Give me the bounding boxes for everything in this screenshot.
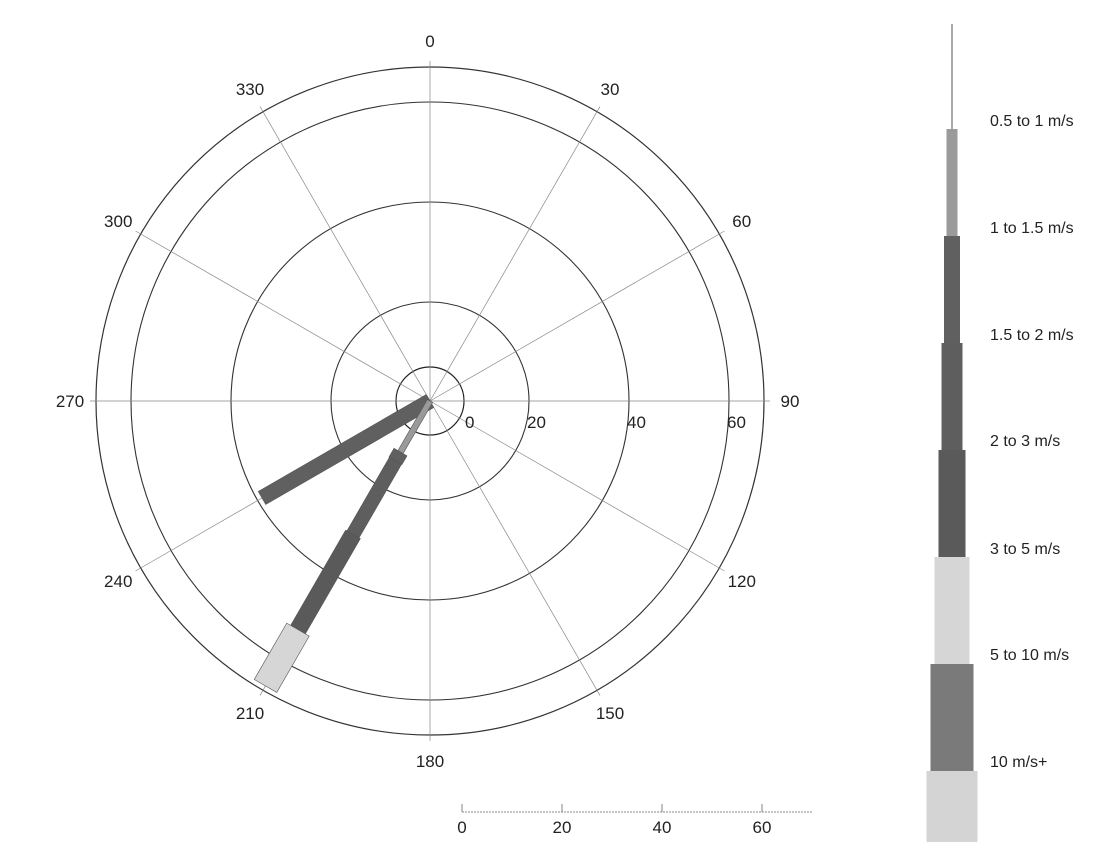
- angle-label-0: 0: [425, 32, 434, 51]
- spoke-60: [429, 230, 725, 402]
- legend-swatch-1: [944, 236, 960, 343]
- scale-bar-tick-60: 60: [753, 818, 772, 837]
- angle-label-120: 120: [728, 572, 756, 591]
- spoke-300: [135, 230, 431, 402]
- scale-bar-tick-20: 20: [553, 818, 572, 837]
- spoke-150: [429, 400, 601, 696]
- angle-label-150: 150: [596, 704, 624, 723]
- bar-segment-210-2: [346, 456, 402, 539]
- angle-label-60: 60: [732, 212, 751, 231]
- angle-label-180: 180: [416, 752, 444, 771]
- radial-tick-0: 0: [465, 413, 474, 432]
- angle-label-300: 300: [104, 212, 132, 231]
- legend: 0.5 to 1 m/s 1 to 1.5 m/s 1.5 to 2 m/s 2 to…: [926, 24, 1074, 842]
- angle-label-90: 90: [781, 392, 800, 411]
- angle-label-330: 330: [236, 80, 264, 99]
- bar-segment-240-0: [257, 394, 435, 505]
- bar-segment-210-4: [253, 622, 310, 693]
- legend-swatch-3: [938, 450, 966, 557]
- scale-bar-tick-0: 0: [457, 818, 466, 837]
- angle-label-210: 210: [236, 704, 264, 723]
- legend-label-0: 0.5 to 1 m/s: [990, 113, 1074, 130]
- legend-swatch-0: [946, 129, 958, 236]
- spoke-120: [429, 400, 725, 572]
- radial-tick-60: 60: [727, 413, 746, 432]
- angle-label-240: 240: [104, 572, 132, 591]
- legend-label-2: 1.5 to 2 m/s: [990, 327, 1074, 344]
- bar-dir-210: [253, 399, 434, 693]
- angle-label-270: 270: [56, 392, 84, 411]
- legend-label-4: 3 to 5 m/s: [990, 541, 1060, 558]
- legend-label-6: 10 m/s+: [990, 754, 1047, 771]
- angle-label-30: 30: [601, 80, 620, 99]
- legend-swatch-2: [941, 343, 963, 450]
- radial-tick-40: 40: [627, 413, 646, 432]
- bar-dir-240: [257, 394, 435, 505]
- radial-tick-20: 20: [527, 413, 546, 432]
- legend-swatch-6: [926, 771, 978, 842]
- scale-bar: 0 20 40 60: [457, 804, 812, 837]
- legend-label-3: 2 to 3 m/s: [990, 433, 1060, 450]
- legend-label-1: 1 to 1.5 m/s: [990, 220, 1074, 237]
- wind-rose-bars: [253, 394, 435, 693]
- spoke-30: [429, 106, 601, 402]
- bar-segment-210-3: [290, 529, 361, 635]
- radial-tick-labels: 0 20 40 60: [465, 413, 746, 432]
- spoke-330: [259, 106, 431, 402]
- angle-labels: 0 30 60 90 120 150 180 210 240 270 300 330: [56, 32, 800, 771]
- legend-label-5: 5 to 10 m/s: [990, 647, 1069, 664]
- legend-swatch-4: [934, 557, 970, 664]
- scale-bar-tick-40: 40: [653, 818, 672, 837]
- legend-swatch-5: [930, 664, 974, 771]
